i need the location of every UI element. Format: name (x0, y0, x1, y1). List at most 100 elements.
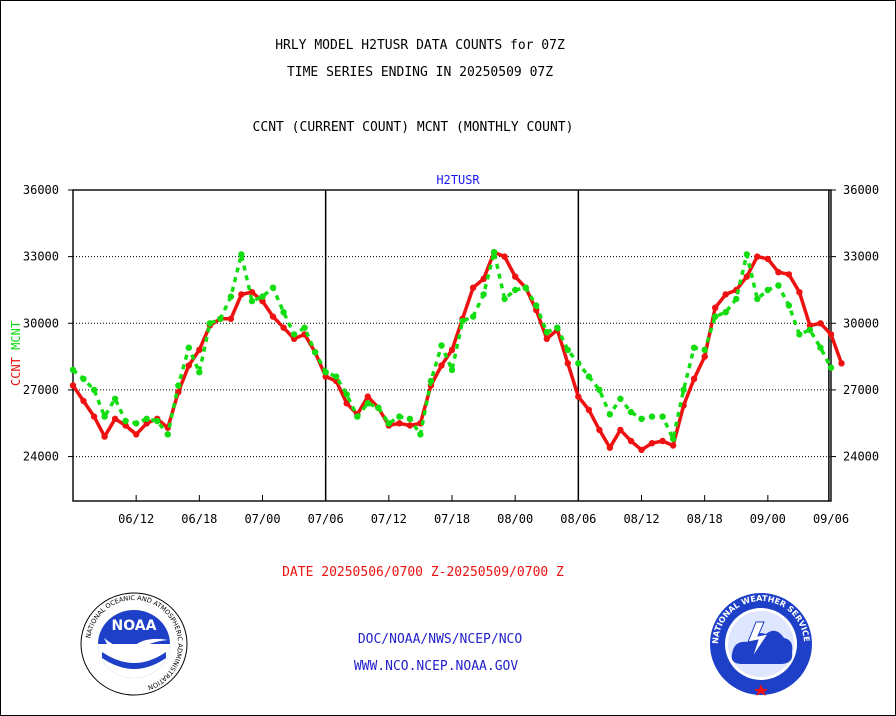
x-tick-label: 07/12 (371, 512, 407, 526)
data-point-ccnt (743, 273, 750, 280)
data-point-mcnt (533, 302, 540, 309)
x-tick-label: 08/12 (623, 512, 659, 526)
y-tick-label-left: 33000 (23, 250, 59, 264)
data-point-mcnt (101, 413, 108, 420)
data-point-ccnt (659, 437, 666, 445)
data-point-mcnt (690, 344, 698, 351)
data-point-ccnt (259, 297, 266, 305)
data-point-mcnt (406, 415, 414, 422)
y-tick-label-left: 27000 (23, 383, 59, 397)
data-point-mcnt (817, 344, 824, 351)
x-tick-label: 08/18 (687, 512, 723, 526)
data-point-mcnt (122, 417, 129, 425)
x-tick-label: 06/18 (181, 512, 217, 526)
data-point-mcnt (743, 251, 750, 258)
data-point-ccnt (564, 360, 571, 367)
data-point-ccnt (722, 291, 729, 298)
data-point-mcnt (69, 366, 77, 374)
nco-website-link[interactable]: WWW.NCO.NCEP.NOAA.GOV (353, 659, 519, 674)
y-axis-label-ccnt: CCNT (9, 357, 23, 386)
data-point-mcnt (617, 395, 624, 402)
data-point-mcnt (469, 313, 477, 320)
data-point-mcnt (480, 291, 487, 298)
data-point-ccnt (238, 291, 245, 298)
data-point-mcnt (290, 331, 298, 338)
data-point-ccnt (133, 431, 140, 438)
x-tick-label: 09/00 (750, 512, 786, 526)
y-tick-label-left: 36000 (23, 183, 59, 197)
data-point-mcnt (712, 313, 719, 320)
y-tick-label-right: 24000 (843, 450, 879, 464)
data-point-ccnt (806, 322, 814, 329)
data-point-mcnt (375, 404, 382, 411)
noaa-logo-icon: NOAA NATIONAL OCEANIC AND ATMOSPHERIC AD… (80, 592, 188, 696)
data-point-ccnt (248, 289, 256, 296)
data-point-ccnt (227, 315, 235, 322)
data-point-mcnt (333, 373, 340, 380)
data-point-ccnt (406, 422, 414, 429)
data-point-mcnt (554, 324, 561, 331)
chart-title-line1: HRLY MODEL H2TUSR DATA COUNTS for 07Z (275, 38, 565, 53)
data-point-ccnt (290, 335, 298, 342)
data-point-mcnt (827, 364, 835, 371)
data-point-mcnt (448, 366, 456, 374)
data-point-ccnt (185, 362, 192, 369)
data-point-mcnt (154, 417, 161, 425)
data-point-mcnt (364, 400, 371, 407)
y-tick-label-left: 30000 (23, 316, 59, 330)
data-point-ccnt (617, 426, 624, 434)
y-tick-label-left: 24000 (23, 450, 59, 464)
data-point-mcnt (754, 295, 761, 303)
y-axis-label: CCNT MCNT (9, 321, 23, 386)
data-point-mcnt (806, 326, 814, 334)
data-point-mcnt (269, 284, 277, 291)
data-point-mcnt (564, 346, 571, 354)
data-point-ccnt (322, 373, 329, 380)
data-point-mcnt (722, 309, 729, 316)
data-point-ccnt (754, 253, 761, 260)
data-point-ccnt (796, 289, 803, 296)
data-point-mcnt (227, 293, 235, 300)
data-point-mcnt (185, 344, 192, 351)
data-point-ccnt (396, 420, 403, 427)
data-point-ccnt (448, 346, 456, 354)
data-point-mcnt (322, 369, 329, 376)
x-tick-label: 09/06 (813, 512, 849, 526)
noaa-logo-text: NOAA (112, 618, 157, 634)
data-point-mcnt (733, 295, 740, 303)
data-point-mcnt (648, 413, 656, 420)
chart-legend-title: CCNT (CURRENT COUNT) MCNT (MONTHLY COUNT… (252, 120, 574, 135)
x-tick-label: 07/18 (434, 512, 470, 526)
data-point-ccnt (648, 440, 656, 447)
x-tick-label: 08/06 (560, 512, 596, 526)
data-point-ccnt (669, 442, 677, 449)
data-point-mcnt (627, 408, 635, 416)
data-point-mcnt (585, 373, 593, 380)
data-point-ccnt (69, 382, 77, 389)
date-range: DATE 20250506/0700 Z-20250509/0700 Z (0, 565, 846, 580)
data-point-ccnt (111, 415, 119, 422)
org-line: DOC/NOAA/NWS/NCEP/NCO (0, 632, 880, 647)
data-point-ccnt (627, 437, 635, 445)
data-point-ccnt (817, 320, 824, 327)
data-point-ccnt (712, 304, 719, 311)
data-point-mcnt (354, 413, 361, 420)
data-point-ccnt (143, 420, 150, 427)
data-point-ccnt (122, 422, 129, 429)
url-line: WWW.NCO.NCEP.NOAA.GOV (0, 659, 872, 674)
data-point-mcnt (90, 386, 98, 394)
data-point-ccnt (690, 375, 698, 382)
data-point-mcnt (133, 420, 140, 427)
series-line-ccnt (71, 250, 844, 452)
data-point-mcnt (490, 249, 498, 256)
data-point-mcnt (248, 297, 256, 305)
data-point-ccnt (606, 444, 614, 451)
data-point-ccnt (638, 446, 645, 454)
data-point-mcnt (259, 293, 266, 300)
data-point-ccnt (90, 413, 98, 420)
data-point-ccnt (838, 360, 845, 367)
data-point-mcnt (164, 431, 171, 438)
data-point-mcnt (606, 411, 614, 418)
data-point-mcnt (680, 386, 687, 394)
data-point-mcnt (217, 315, 224, 322)
